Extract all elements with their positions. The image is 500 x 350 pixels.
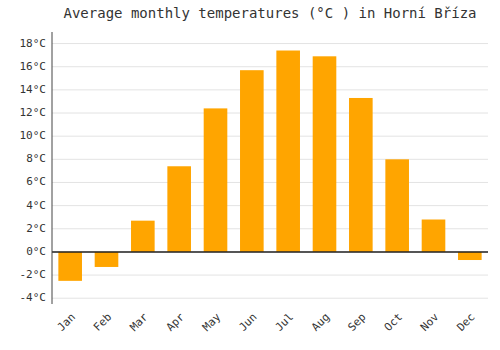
bars xyxy=(58,51,481,281)
grid-line xyxy=(52,113,488,114)
x-tick-labels: Jan Feb Mar Apr May Jun Jul Aug Sep Oct Nov Dec xyxy=(55,310,478,334)
grid-line xyxy=(52,275,488,276)
x-tick-label: Jan xyxy=(55,311,78,334)
bar xyxy=(58,252,82,281)
x-tick-label: Aug xyxy=(309,311,332,334)
grid-line xyxy=(52,182,488,183)
y-tick-label: -2°C xyxy=(20,268,47,281)
x-tick-label: Nov xyxy=(418,310,442,334)
grid-line xyxy=(52,89,488,90)
chart-container: -4°C -2°C 0°C 2°C 4°C 6°C 8°C 10°C 12°C 14°C 16°C 1… xyxy=(0,0,500,350)
x-tick-label: Sep xyxy=(345,311,368,334)
x-tick-label: Mar xyxy=(127,310,151,334)
page: {"chart_data": {"type": "bar", "title": … xyxy=(0,0,500,350)
bar xyxy=(422,220,446,252)
x-tick-label: Feb xyxy=(91,311,114,334)
grid-line xyxy=(52,159,488,160)
bar xyxy=(349,98,373,252)
y-axis-line xyxy=(52,32,53,304)
bar xyxy=(313,56,337,252)
bar xyxy=(131,221,155,252)
y-tick-label: 16°C xyxy=(20,60,47,73)
grid xyxy=(52,44,488,299)
bar xyxy=(204,108,228,252)
y-tick-label: 4°C xyxy=(26,199,46,212)
grid-line xyxy=(52,136,488,137)
x-tick-label: May xyxy=(200,310,224,334)
grid-line xyxy=(52,66,488,67)
grid-line xyxy=(52,251,488,252)
x-tick-label: Jun xyxy=(236,311,259,334)
zero-line xyxy=(52,251,488,253)
bar xyxy=(95,252,119,267)
bar xyxy=(458,252,482,260)
chart: -4°C -2°C 0°C 2°C 4°C 6°C 8°C 10°C 12°C 14°C 16°C 1… xyxy=(0,0,500,350)
bar xyxy=(276,51,300,252)
x-tick-label: Jul xyxy=(273,311,296,334)
bar xyxy=(385,159,409,252)
title: Average monthly temperatures (°C ) in Ho… xyxy=(63,5,476,21)
y-tick-label: -4°C xyxy=(20,291,47,304)
bar xyxy=(240,70,264,252)
y-tick-label: 12°C xyxy=(20,106,47,119)
x-tick-label: Apr xyxy=(164,310,188,334)
y-tick-label: 8°C xyxy=(26,152,46,165)
y-tick-label: 18°C xyxy=(20,37,47,50)
y-tick-label: 6°C xyxy=(26,175,46,188)
y-tick-label: 14°C xyxy=(20,83,47,96)
y-tick-label: 0°C xyxy=(26,245,46,258)
bar xyxy=(167,166,191,252)
y-tick-labels: -4°C -2°C 0°C 2°C 4°C 6°C 8°C 10°C 12°C 14°C 16°C 1… xyxy=(20,37,47,305)
grid-line xyxy=(52,205,488,206)
y-tick-label: 10°C xyxy=(20,129,47,142)
grid-line xyxy=(52,43,488,44)
grid-line xyxy=(52,298,488,299)
x-tick-label: Oct xyxy=(382,311,405,334)
y-tick-label: 2°C xyxy=(26,222,46,235)
x-tick-label: Dec xyxy=(454,311,477,334)
